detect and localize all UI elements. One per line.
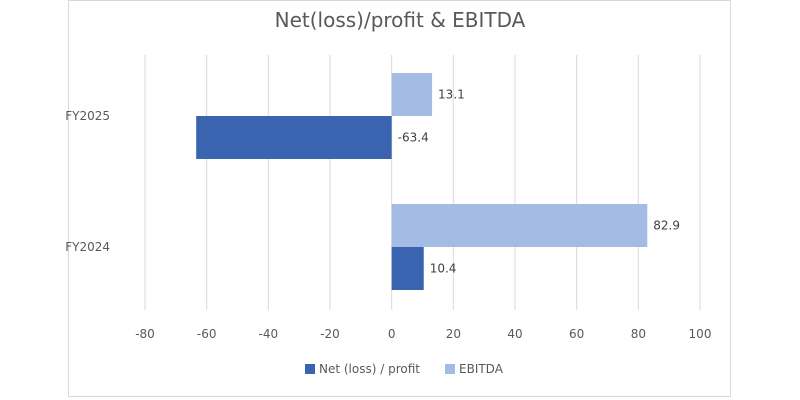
data-labels: 13.1 -63.4 82.9 10.4 — [398, 88, 680, 276]
x-tick-label: 40 — [507, 327, 522, 341]
bars — [196, 73, 648, 290]
legend-swatch — [305, 364, 315, 374]
x-tick-label: -60 — [197, 327, 217, 341]
category-label: FY2025 — [65, 109, 110, 123]
x-tick-label: 80 — [631, 327, 646, 341]
gridlines — [144, 55, 701, 310]
data-label: 82.9 — [653, 219, 680, 233]
legend: Net (loss) / profit EBITDA — [305, 362, 504, 376]
data-label: 13.1 — [438, 88, 465, 102]
legend-label: Net (loss) / profit — [319, 362, 420, 376]
legend-label: EBITDA — [459, 362, 504, 376]
data-label: -63.4 — [398, 131, 429, 145]
bar-ebitda — [391, 73, 433, 116]
data-label: 10.4 — [430, 262, 457, 276]
x-tick-label: -80 — [135, 327, 155, 341]
bar-net-profit — [196, 116, 392, 159]
chart-frame — [68, 0, 731, 397]
bar-ebitda — [391, 204, 648, 247]
chart-title: Net(loss)/profit & EBITDA — [275, 8, 526, 32]
x-tick-label: -20 — [320, 327, 340, 341]
legend-swatch — [445, 364, 455, 374]
category-labels: FY2025 FY2024 — [65, 109, 110, 254]
x-tick-label: -40 — [259, 327, 279, 341]
bar-net-profit — [391, 247, 424, 290]
x-tick-label: 20 — [446, 327, 461, 341]
x-tick-label: 60 — [569, 327, 584, 341]
x-tick-label: 0 — [388, 327, 396, 341]
category-label: FY2024 — [65, 240, 110, 254]
x-tick-label: 100 — [689, 327, 712, 341]
x-axis-ticks: -80 -60 -40 -20 0 20 40 60 80 100 — [135, 327, 711, 341]
